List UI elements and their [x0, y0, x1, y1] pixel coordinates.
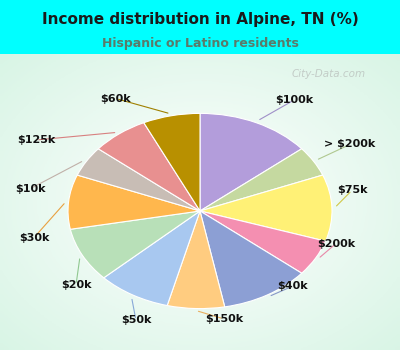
Text: $60k: $60k	[101, 93, 131, 104]
Wedge shape	[200, 211, 326, 273]
Text: $50k: $50k	[121, 315, 151, 326]
Wedge shape	[144, 113, 200, 211]
Wedge shape	[77, 149, 200, 211]
Text: $200k: $200k	[317, 239, 355, 248]
Text: $75k: $75k	[337, 185, 367, 195]
Wedge shape	[200, 113, 302, 211]
Text: Hispanic or Latino residents: Hispanic or Latino residents	[102, 37, 298, 50]
Text: $30k: $30k	[19, 233, 49, 243]
Text: $40k: $40k	[277, 281, 307, 292]
Text: $125k: $125k	[17, 135, 55, 145]
Text: $20k: $20k	[61, 280, 91, 290]
Text: > $200k: > $200k	[324, 139, 376, 149]
Wedge shape	[104, 211, 200, 306]
Wedge shape	[68, 175, 200, 229]
Text: City-Data.com: City-Data.com	[292, 69, 366, 79]
Text: $100k: $100k	[275, 95, 313, 105]
Wedge shape	[200, 175, 332, 241]
Wedge shape	[200, 149, 323, 211]
Wedge shape	[200, 211, 302, 307]
Text: $10k: $10k	[15, 184, 45, 194]
Wedge shape	[98, 123, 200, 211]
Text: $150k: $150k	[205, 314, 243, 324]
Text: Income distribution in Alpine, TN (%): Income distribution in Alpine, TN (%)	[42, 12, 358, 27]
Wedge shape	[167, 211, 225, 309]
Wedge shape	[70, 211, 200, 278]
